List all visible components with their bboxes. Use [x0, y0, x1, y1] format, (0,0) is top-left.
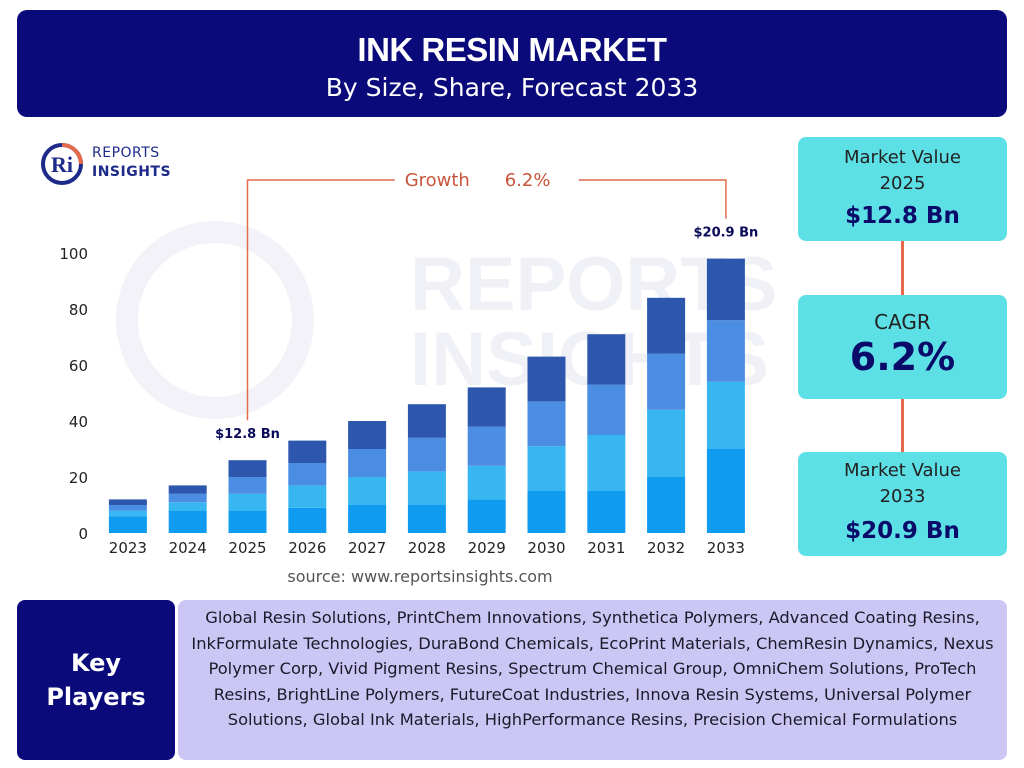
end-label-line1: Market Value — [843, 460, 962, 481]
bar-segment — [348, 477, 387, 505]
bar-segment — [228, 477, 267, 494]
bar-segment — [706, 258, 745, 321]
start-label-line1: Market Value — [843, 147, 962, 168]
x-tick-label: 2024 — [169, 539, 207, 557]
bar-segment — [168, 485, 207, 494]
bar-segment — [168, 493, 207, 503]
bar-segment — [228, 460, 267, 477]
x-tick-label: 2023 — [109, 539, 147, 557]
connector-line — [901, 241, 904, 295]
y-tick-label: 100 — [59, 245, 88, 263]
bar-segment — [527, 491, 566, 533]
bar-segment — [108, 516, 147, 533]
logo-mark-text: Ri — [51, 152, 73, 177]
start-value: $12.8 Bn — [845, 203, 960, 229]
y-tick-label: 40 — [69, 413, 88, 431]
bar-segment — [587, 384, 626, 435]
bar-segment — [706, 449, 745, 533]
bar-segment — [706, 381, 745, 449]
key-players-label: Key Players — [17, 600, 175, 760]
cagr-label: CAGR — [874, 310, 931, 334]
bar-segment — [647, 297, 686, 354]
x-tick-label: 2030 — [527, 539, 565, 557]
end-label-line2: 2033 — [879, 486, 926, 507]
data-label: $20.9 Bn — [693, 226, 758, 241]
y-axis: 0 20 40 60 80 100 — [59, 245, 88, 543]
bar-segment — [168, 510, 207, 533]
x-tick-label: 2026 — [288, 539, 326, 557]
bar-segment — [467, 387, 506, 427]
x-axis: 2023 2024 2025 2026 2027 2028 2029 2030 2031 2032… — [109, 539, 745, 557]
bar-segment — [168, 502, 207, 511]
bar-segment — [587, 334, 626, 385]
x-tick-label: 2033 — [707, 539, 745, 557]
x-tick-label: 2029 — [468, 539, 506, 557]
growth-value: 6.2% — [505, 170, 551, 191]
bar-segment — [288, 463, 327, 486]
bar-segment — [467, 499, 506, 533]
bar-segment — [288, 485, 327, 508]
bar-segment — [587, 491, 626, 533]
logo-line1: REPORTS — [92, 145, 160, 161]
logo-line2: INSIGHTS — [92, 164, 172, 180]
bar-segment — [348, 421, 387, 449]
start-label-line2: 2025 — [879, 173, 926, 194]
key-players-list: Global Resin Solutions, PrintChem Innova… — [178, 600, 1007, 760]
growth-line — [246, 179, 727, 421]
logo-mark-icon: Ri — [41, 143, 83, 185]
annotations: $12.8 Bn $20.9 Bn — [215, 226, 758, 443]
y-tick-label: 0 — [78, 525, 88, 543]
growth-indicator: Growth 6.2% — [246, 170, 727, 421]
bar-segment — [706, 320, 745, 382]
bar-segment — [407, 505, 446, 533]
bar-segment — [288, 440, 327, 463]
source-note: source: www.reportsinsights.com — [287, 567, 553, 586]
bar-segment — [108, 499, 147, 505]
growth-label: Growth — [405, 170, 470, 191]
bar-segment — [647, 409, 686, 477]
bar-segment — [348, 449, 387, 477]
bar-segment — [467, 426, 506, 466]
bar-segment — [407, 471, 446, 505]
bar-segment — [108, 505, 147, 511]
x-tick-label: 2027 — [348, 539, 386, 557]
bar-segment — [527, 401, 566, 447]
x-tick-label: 2025 — [228, 539, 266, 557]
key-players-label-line2: Players — [46, 683, 146, 711]
market-value-end-card: Market Value 2033 $20.9 Bn — [798, 452, 1007, 556]
bar-segment — [108, 510, 147, 517]
bars — [108, 258, 745, 533]
page-subtitle: By Size, Share, Forecast 2033 — [325, 73, 699, 102]
cagr-value: 6.2% — [849, 335, 956, 379]
bar-segment — [288, 507, 327, 533]
y-tick-label: 80 — [69, 301, 88, 319]
y-tick-label: 20 — [69, 469, 88, 487]
bar-segment — [407, 404, 446, 438]
header-banner: INK RESIN MARKET By Size, Share, Forecas… — [17, 10, 1007, 117]
bar-segment — [527, 446, 566, 491]
bar-segment — [587, 435, 626, 491]
bar-segment — [647, 477, 686, 533]
logo: Ri REPORTS INSIGHTS — [40, 142, 210, 186]
connector-line — [901, 399, 904, 452]
page-title: INK RESIN MARKET — [357, 31, 667, 68]
bar-segment — [407, 437, 446, 472]
end-value: $20.9 Bn — [845, 518, 960, 544]
data-label: $12.8 Bn — [215, 427, 280, 442]
bar-segment — [228, 510, 267, 533]
bar-segment — [228, 493, 267, 511]
cagr-card: CAGR 6.2% — [798, 295, 1007, 399]
x-tick-label: 2031 — [587, 539, 625, 557]
y-tick-label: 60 — [69, 357, 88, 375]
bar-segment — [647, 353, 686, 410]
key-players-label-line1: Key — [70, 649, 122, 677]
x-tick-label: 2032 — [647, 539, 685, 557]
market-value-start-card: Market Value 2025 $12.8 Bn — [798, 137, 1007, 241]
bar-segment — [527, 356, 566, 402]
bar-segment — [348, 505, 387, 533]
x-tick-label: 2028 — [408, 539, 446, 557]
bar-segment — [467, 465, 506, 500]
